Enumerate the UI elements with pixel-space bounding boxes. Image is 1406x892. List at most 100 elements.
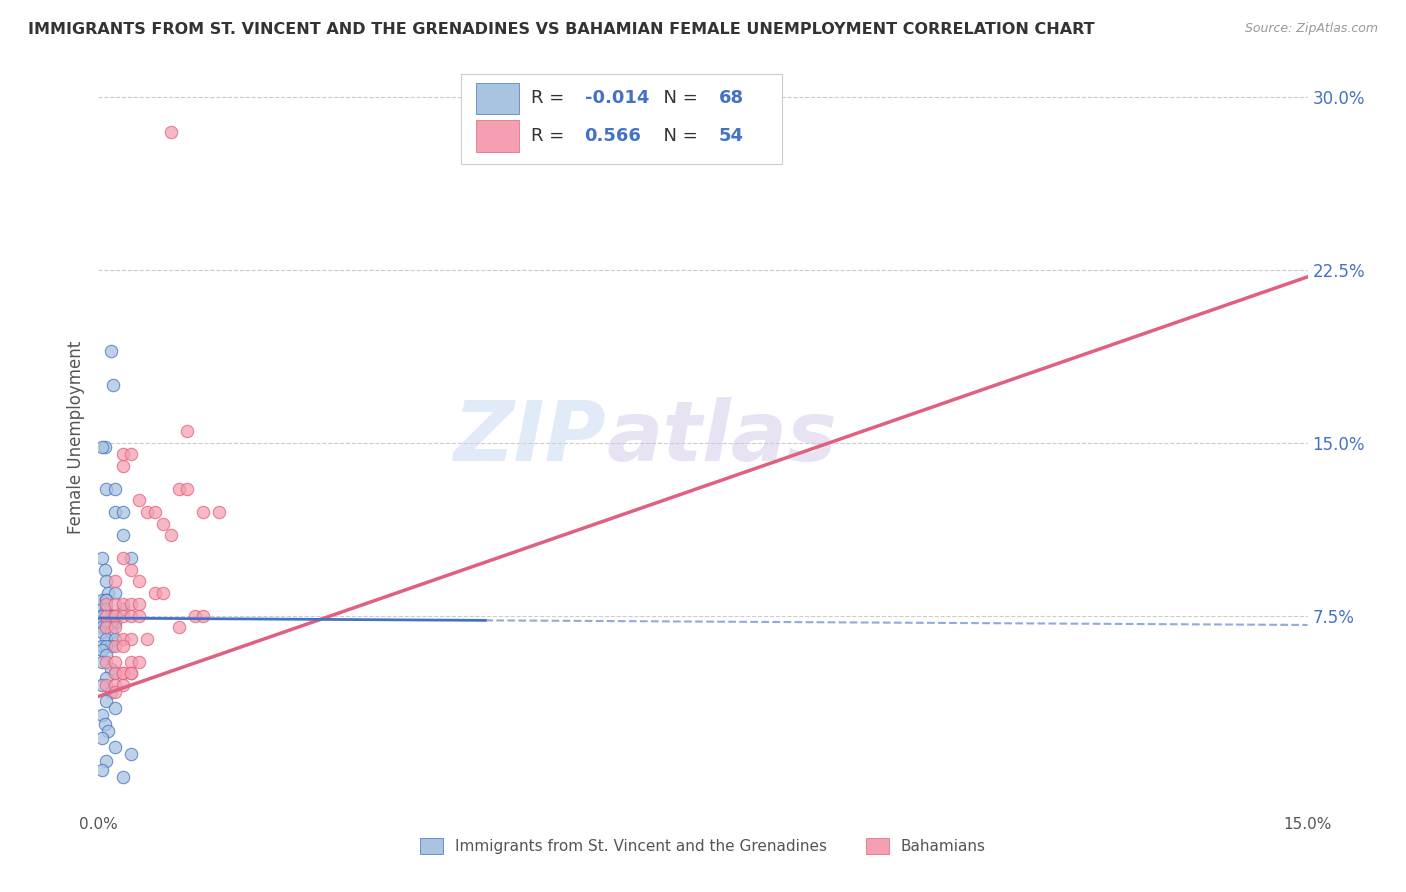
- Point: [143, 505, 166, 519]
- Point: [120, 666, 142, 681]
- Point: [100, 624, 122, 639]
- Point: [152, 516, 174, 531]
- Point: [103, 585, 125, 599]
- Point: [91, 763, 114, 777]
- Point: [111, 458, 134, 473]
- Point: [103, 608, 125, 623]
- Point: [120, 655, 142, 669]
- Point: [91, 639, 114, 653]
- Point: [128, 608, 150, 623]
- Point: [96, 482, 118, 496]
- Point: [97, 615, 120, 630]
- Point: [193, 608, 215, 623]
- Point: [96, 608, 118, 623]
- Point: [101, 378, 124, 392]
- Point: [103, 655, 125, 669]
- Point: [96, 597, 118, 611]
- Point: [96, 608, 118, 623]
- Point: [96, 671, 118, 685]
- Point: [96, 620, 118, 634]
- Point: [128, 574, 150, 589]
- Point: [94, 441, 117, 455]
- Point: [91, 643, 114, 657]
- Point: [91, 615, 114, 630]
- Point: [120, 666, 142, 681]
- Point: [96, 620, 118, 634]
- Text: IMMIGRANTS FROM ST. VINCENT AND THE GRENADINES VS BAHAMIAN FEMALE UNEMPLOYMENT C: IMMIGRANTS FROM ST. VINCENT AND THE GREN…: [28, 22, 1095, 37]
- Point: [111, 447, 134, 461]
- Point: [91, 608, 114, 623]
- Point: [91, 620, 114, 634]
- Point: [103, 608, 125, 623]
- Text: atlas: atlas: [606, 397, 837, 477]
- Point: [176, 482, 198, 496]
- Point: [97, 585, 120, 599]
- Point: [91, 615, 114, 630]
- Text: 54: 54: [718, 127, 744, 145]
- Text: N =: N =: [652, 127, 704, 145]
- Point: [103, 505, 125, 519]
- Point: [111, 666, 134, 681]
- Point: [91, 731, 114, 745]
- Point: [103, 574, 125, 589]
- Point: [91, 707, 114, 722]
- Point: [100, 615, 122, 630]
- Point: [96, 608, 118, 623]
- Point: [103, 678, 125, 692]
- Point: [111, 678, 134, 692]
- Point: [91, 615, 114, 630]
- Point: [103, 639, 125, 653]
- Point: [176, 425, 198, 439]
- Point: [103, 608, 125, 623]
- FancyBboxPatch shape: [475, 120, 519, 152]
- Point: [103, 666, 125, 681]
- Point: [100, 639, 122, 653]
- Point: [143, 585, 166, 599]
- Y-axis label: Female Unemployment: Female Unemployment: [66, 341, 84, 533]
- Point: [96, 615, 118, 630]
- Text: 0.566: 0.566: [585, 127, 641, 145]
- Point: [103, 632, 125, 646]
- Point: [111, 505, 134, 519]
- Point: [208, 505, 231, 519]
- Point: [128, 493, 150, 508]
- Point: [96, 602, 118, 616]
- Point: [160, 125, 183, 139]
- Point: [135, 632, 157, 646]
- Point: [96, 754, 118, 768]
- Point: [103, 615, 125, 630]
- Point: [152, 585, 174, 599]
- Point: [103, 608, 125, 623]
- Point: [103, 685, 125, 699]
- Text: N =: N =: [652, 89, 704, 107]
- Point: [128, 655, 150, 669]
- Point: [103, 701, 125, 715]
- Point: [100, 662, 122, 676]
- FancyBboxPatch shape: [461, 74, 782, 163]
- Point: [160, 528, 183, 542]
- Point: [167, 620, 190, 634]
- Point: [193, 505, 215, 519]
- Text: R =: R =: [531, 127, 576, 145]
- Point: [91, 608, 114, 623]
- Point: [91, 608, 114, 623]
- Text: R =: R =: [531, 89, 571, 107]
- Point: [120, 608, 142, 623]
- Point: [91, 655, 114, 669]
- Point: [100, 685, 122, 699]
- Point: [96, 639, 118, 653]
- Point: [111, 770, 134, 784]
- Point: [120, 551, 142, 566]
- Point: [91, 551, 114, 566]
- Point: [96, 655, 118, 669]
- Point: [103, 597, 125, 611]
- Legend: Immigrants from St. Vincent and the Grenadines, Bahamians: Immigrants from St. Vincent and the Gren…: [415, 832, 991, 860]
- Point: [96, 592, 118, 607]
- Point: [100, 608, 122, 623]
- Point: [120, 747, 142, 761]
- Point: [96, 592, 118, 607]
- Text: -0.014: -0.014: [585, 89, 650, 107]
- Point: [100, 608, 122, 623]
- Point: [120, 632, 142, 646]
- Point: [111, 632, 134, 646]
